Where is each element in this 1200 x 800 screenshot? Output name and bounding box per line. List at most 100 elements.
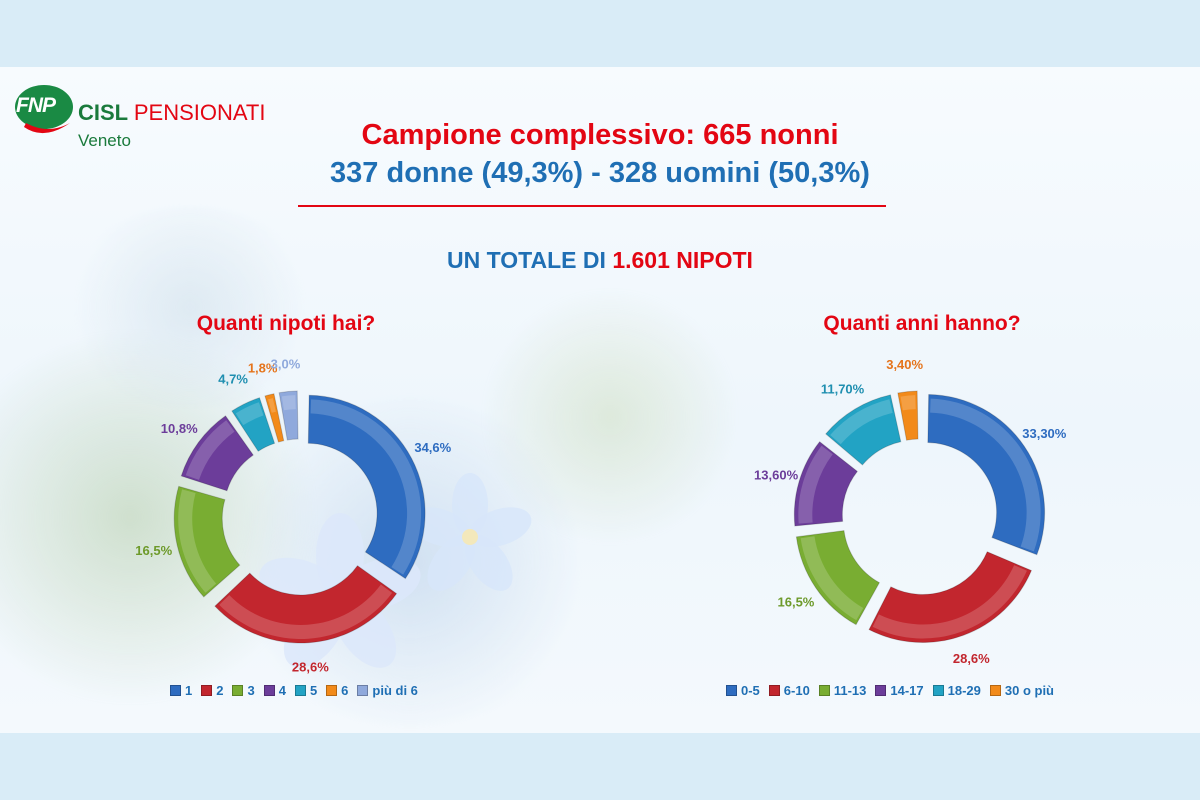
chart-2-legend-item-3: 14-17 [875, 683, 924, 698]
legend-swatch-icon [818, 685, 830, 696]
legend-swatch-icon [201, 685, 213, 696]
legend-label: 0-5 [741, 683, 760, 698]
chart-1-label-5: 1,8% [248, 361, 278, 376]
chart-1-slice-5 [264, 393, 285, 443]
legend-label: 11-13 [833, 683, 867, 698]
total-value: 1.601 NIPOTI [612, 247, 753, 273]
slide: FNP CISL PENSIONATI Veneto Campione comp… [0, 67, 1200, 733]
chart-1-legend-item-6: più di 6 [357, 683, 418, 698]
legend-label: 30 o più [1004, 683, 1054, 698]
chart-2-title: Quanti anni hanno? [823, 312, 1021, 335]
chart-1-label-1: 28,6% [292, 660, 329, 675]
chart-2-label-3: 13,60% [754, 468, 799, 483]
logo-org-pensionati: PENSIONATI [133, 100, 266, 125]
legend-label: più di 6 [372, 683, 418, 698]
chart-1-title: Quanti nipoti hai? [196, 312, 376, 335]
logo-org-cisl: CISL [78, 100, 128, 125]
chart-1-slice-3 [180, 415, 254, 492]
chart-1-slice-4-highlight [235, 402, 264, 426]
chart-2-donut: 33,30% 28,6% 16,5% 13,60% 11,70% 3,40% [754, 357, 1067, 666]
flower-decoration-icon [408, 473, 532, 591]
chart-1-legend-item-4: 5 [294, 683, 318, 698]
chart-1-slice-2 [173, 485, 241, 598]
fnp-logo-icon [15, 85, 73, 134]
legend-swatch-icon [170, 685, 181, 696]
legend-swatch-icon [326, 685, 338, 696]
legend-label: 14-17 [890, 683, 924, 698]
chart-1-slice-2-highlight [178, 489, 217, 593]
total-prefix: UN TOTALE DI [447, 247, 613, 273]
legend-swatch-icon [263, 685, 275, 696]
chart-1-legend-item-3: 4 [263, 683, 286, 698]
logo-mark-text: FNP [16, 94, 56, 117]
legend-label: 3 [247, 683, 255, 698]
logo-region: Veneto [78, 131, 131, 150]
chart-1-legend-item-5: 6 [326, 683, 348, 698]
chart-2-slice-0 [927, 394, 1046, 556]
chart-2-slice-4 [825, 394, 902, 466]
chart-2-slice-1 [868, 551, 1033, 643]
chart-2-label-5: 3,40% [886, 357, 923, 372]
chart-2-legend-item-4: 18-29 [932, 683, 981, 698]
chart-2-legend-item-0: 0-5 [726, 683, 760, 698]
chart-1-label-2: 16,5% [135, 543, 172, 558]
legend-swatch-icon [875, 685, 887, 696]
chart-2-legend-item-1: 6-10 [768, 683, 810, 698]
chart-1-slice-4 [231, 397, 276, 452]
chart-2-legend-item-5: 30 o più [989, 683, 1054, 698]
legend-swatch-icon [768, 685, 780, 696]
chart-2-label-0: 33,30% [1022, 426, 1067, 441]
chart-1-label-6: 3,0% [271, 357, 301, 372]
chart-1-donut: 34,6% 28,6% 16,5% 10,8% 4,7%1,8%3,0% [135, 357, 451, 675]
chart-1-slice-0 [307, 394, 426, 580]
legend-swatch-icon [989, 685, 1001, 696]
chart-1-label-4: 4,7% [218, 371, 248, 386]
legend-label: 5 [309, 683, 318, 698]
page-subtitle: 337 donne (49,3%) - 328 uomini (50,3%) [330, 157, 870, 189]
title-divider [298, 205, 886, 207]
chart-2-slice-2-highlight [800, 536, 864, 621]
legend-swatch-icon [294, 685, 306, 696]
chart-1-slice-0-highlight [310, 399, 422, 575]
chart-1-slice-6 [278, 390, 299, 441]
chart-2-legend-item-2: 11-13 [818, 683, 867, 698]
chart-1-slice-1 [214, 564, 398, 644]
chart-2-legend: 0-5 6-10 11-13 14-17 18-29 30 o più [726, 683, 1063, 698]
legend-label: 2 [216, 683, 224, 698]
logo-org: CISL PENSIONATI [78, 100, 265, 126]
chart-1-slice-5-highlight [268, 398, 276, 413]
chart-1-slice-3-highlight [185, 420, 235, 480]
legend-label: 18-29 [947, 683, 981, 698]
chart-1-slice-6-highlight [281, 395, 296, 411]
legend-label: 6 [341, 683, 349, 698]
chart-1-legend: 1 2 3 4 5 6 più di 6 [170, 683, 427, 698]
chart-2-slice-0-highlight [930, 398, 1041, 552]
chart-2-label-2: 16,5% [778, 594, 815, 609]
chart-2-label-4: 11,70% [821, 382, 865, 397]
background-blur [60, 207, 320, 407]
page-title: Campione complessivo: 665 nonni [361, 119, 839, 151]
total-grandchildren: UN TOTALE DI 1.601 NIPOTI [0, 247, 1200, 274]
legend-label: 6-10 [783, 683, 810, 698]
chart-1-label-3: 10,8% [161, 421, 198, 436]
chart-1-legend-item-1: 2 [201, 683, 223, 698]
legend-swatch-icon [726, 685, 737, 696]
chart-2-slice-3 [793, 441, 859, 527]
legend-label: 4 [278, 683, 286, 698]
legend-swatch-icon [357, 685, 369, 696]
chart-2-slice-3-highlight [798, 445, 833, 524]
chart-2-slice-2 [795, 530, 881, 626]
chart-1-slice-1-highlight [219, 584, 393, 639]
background-blur [480, 287, 740, 547]
chart-2-slice-5-highlight [900, 395, 916, 411]
legend-label: 1 [185, 683, 193, 698]
chart-2-slice-4-highlight [830, 399, 893, 445]
chart-1-legend-item-0: 1 [170, 683, 192, 698]
chart-1-legend-item-2: 3 [232, 683, 255, 698]
chart-2-label-1: 28,6% [953, 651, 990, 666]
legend-swatch-icon [932, 685, 944, 696]
chart-2-slice-1-highlight [872, 565, 1027, 639]
chart-2-slice-5 [897, 390, 919, 441]
chart-1-label-0: 34,6% [414, 440, 451, 455]
legend-swatch-icon [232, 685, 244, 696]
